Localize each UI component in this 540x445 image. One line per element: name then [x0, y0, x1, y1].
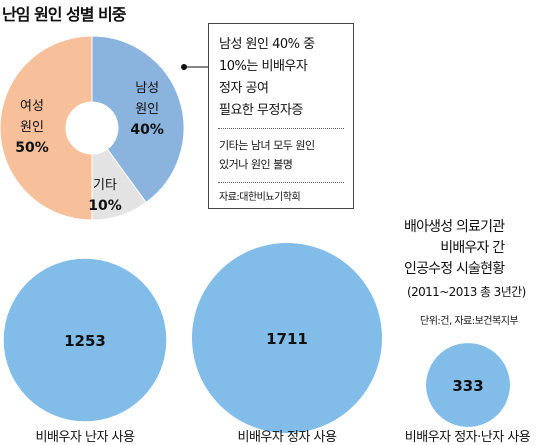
callout-line: 남성 원인 40% 중 [219, 37, 315, 52]
callout-line: 필요한 무정자증 [219, 103, 303, 118]
donut-slice [91, 35, 185, 204]
bubble-value-label: 333 [452, 377, 483, 395]
donut-category-label: 원인 [135, 102, 159, 117]
callout-note: 기타는 남녀 모두 원인 있거나 원인 불명 [219, 136, 315, 174]
callout-line: 10%는 비배우자 [219, 59, 308, 74]
callout-box: 남성 원인 40% 중 10%는 비배우자 정자 공여 필요한 무정자증 기타는… [208, 23, 354, 209]
donut-value-label: 40% [130, 122, 164, 138]
donut-value-label: 10% [88, 198, 122, 214]
bubble-category-label: 비배우자 정자 사용 [237, 430, 337, 445]
chart-title: 난임 원인 성별 비중 [2, 5, 126, 24]
donut-slice [0, 35, 93, 221]
donut-category-label: 원인 [20, 120, 44, 135]
donut-value-label: 50% [15, 140, 49, 156]
donut-category-label: 기타 [93, 178, 117, 193]
bubble-title-line: 배아생성 의료기관 [404, 219, 505, 235]
callout-note-line: 기타는 남녀 모두 원인 [219, 139, 315, 152]
callout-note-line: 있거나 원인 불명 [219, 158, 293, 171]
callout-line: 정자 공여 [219, 81, 269, 96]
bubble-title-line: 비배우자 간 [440, 240, 505, 256]
bubble-value-label: 1711 [266, 330, 308, 348]
bubble-title-line: 인공수정 시술현황 [404, 261, 505, 277]
callout-main-text: 남성 원인 40% 중 10%는 비배우자 정자 공여 필요한 무정자증 [219, 34, 315, 122]
donut-category-label: 여성 [20, 99, 44, 114]
bubble [426, 343, 510, 427]
bubble-value-label: 1253 [64, 332, 106, 350]
callout-divider [218, 182, 344, 183]
bubble-category-label: 비배우자 정자·난자 사용 [404, 430, 531, 445]
bubble-chart-unit: 단위:건, 자료:보건복지부 [420, 316, 519, 327]
bubble-chart-period: (2011~2013 총 3년간) [407, 285, 526, 299]
donut-category-label: 남성 [135, 81, 159, 96]
callout-divider [218, 128, 344, 129]
bubble [192, 243, 382, 433]
bubble [3, 258, 167, 422]
bubble-chart-title: 배아생성 의료기관 비배우자 간 인공수정 시술현황 [404, 217, 505, 280]
callout-source: 자료:대한비뇨기학회 [219, 192, 301, 203]
bubble-category-label: 비배우자 난자 사용 [35, 430, 135, 445]
